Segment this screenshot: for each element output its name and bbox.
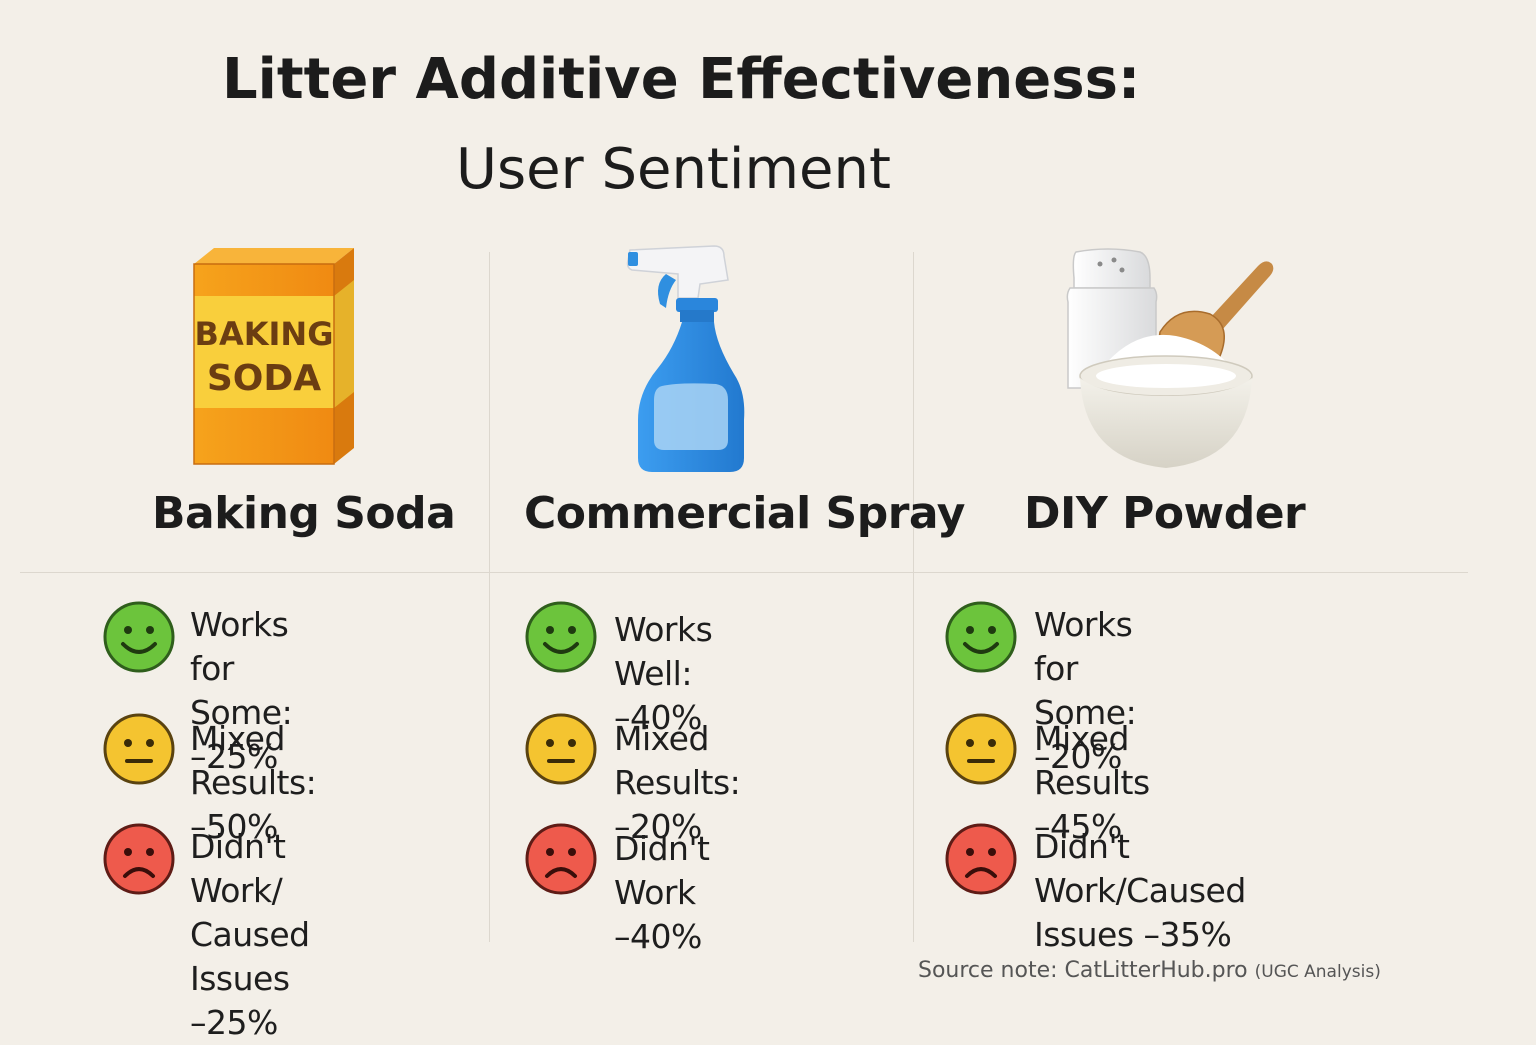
sentiment-text: Didn't Work –40%	[614, 829, 710, 956]
frown-icon	[945, 823, 1017, 895]
frown-icon	[103, 823, 175, 895]
box-label-line-1: BAKING	[195, 315, 334, 353]
title-line-2: User Sentiment	[456, 137, 891, 202]
sentiment-text: Works for Some: –20%	[1034, 605, 1137, 776]
neutral-face-icon	[525, 713, 597, 785]
neutral-face-icon	[103, 713, 175, 785]
sentiment-text: Mixed Results: –50%	[190, 719, 317, 846]
title-line-1: Litter Additive Effectiveness:	[222, 47, 1141, 112]
smiley-icon	[525, 601, 597, 673]
source-note-suffix: (UGC Analysis)	[1254, 962, 1381, 982]
source-note-main: Source note: CatLitterHub.pro	[918, 958, 1248, 983]
sentiment-text: Didn't Work/Caused Issues –35%	[1034, 827, 1246, 954]
frown-icon	[525, 823, 597, 895]
source-note: Source note: CatLitterHub.pro (UGC Analy…	[918, 958, 1381, 983]
column-name: DIY Powder	[1024, 488, 1306, 539]
sentiment-text: Works for Some: –25%	[190, 605, 293, 776]
spray-bottle-icon	[626, 245, 745, 472]
sentiment-text: Works Well: –40%	[614, 610, 713, 737]
sentiment-text: Mixed Results –45%	[1034, 719, 1150, 846]
column-divider	[489, 252, 490, 942]
smiley-icon	[945, 601, 1017, 673]
sentiment-text: Mixed Results: –20%	[614, 719, 741, 846]
box-label-line-2: SODA	[207, 358, 321, 399]
smiley-icon	[103, 601, 175, 673]
sentiment-text: Didn't Work/ Caused Issues –25%	[190, 827, 310, 1042]
header-divider	[20, 572, 1468, 573]
column-divider	[913, 252, 914, 942]
baking-soda-box-icon: BAKING SODA	[193, 248, 354, 465]
neutral-face-icon	[945, 713, 1017, 785]
powder-bowl-shaker-scoop-icon	[1066, 248, 1274, 468]
column-name: Commercial Spray	[524, 488, 965, 539]
column-name: Baking Soda	[152, 488, 456, 539]
